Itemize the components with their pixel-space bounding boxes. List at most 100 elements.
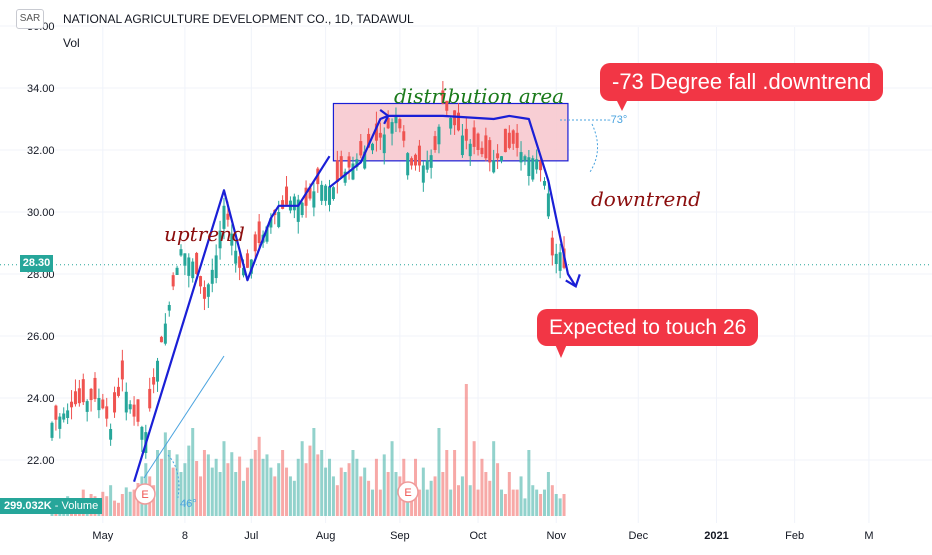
- y-tick-label: 22.00: [27, 455, 55, 467]
- volume-bar: [335, 485, 339, 516]
- candle-body: [214, 255, 218, 279]
- earnings-marker-2[interactable]: E: [397, 481, 419, 503]
- volume-bar: [488, 480, 492, 516]
- candle-body: [85, 401, 89, 412]
- volume-bar: [363, 467, 367, 516]
- candle-body: [50, 422, 54, 438]
- candle-body: [324, 185, 328, 201]
- candle-body: [202, 287, 206, 299]
- volume-bar: [515, 489, 519, 516]
- volume-bar: [183, 463, 187, 516]
- candle-body: [472, 127, 476, 147]
- candle-body: [546, 193, 550, 217]
- candle-body: [410, 158, 414, 166]
- candle-body: [433, 136, 437, 150]
- volume-name: Volume: [61, 500, 99, 512]
- volume-indicator-label[interactable]: Vol: [63, 36, 80, 50]
- candle-body: [73, 391, 77, 405]
- x-tick-label: Oct: [469, 530, 486, 542]
- candle-body: [183, 253, 187, 266]
- candle-body: [488, 140, 492, 163]
- x-tick-label: 2021: [704, 530, 728, 542]
- candle-body: [195, 252, 199, 274]
- volume-bar: [499, 489, 503, 516]
- volume-bar: [496, 463, 500, 516]
- downtrend-arrowhead: [565, 274, 581, 289]
- volume-bar: [199, 476, 203, 516]
- volume-bar: [437, 428, 441, 516]
- candle-body: [136, 399, 140, 422]
- volume-bar: [265, 454, 269, 516]
- candle-body: [70, 401, 74, 408]
- volume-bar: [394, 472, 398, 516]
- candle-body: [484, 135, 488, 159]
- candle-body: [199, 276, 203, 287]
- candle-body: [363, 151, 367, 169]
- trend-lines[interactable]: [133, 109, 581, 483]
- candle-body: [558, 252, 562, 271]
- candle-body: [414, 154, 418, 166]
- volume-bar: [214, 458, 218, 516]
- candle-body: [300, 202, 304, 216]
- uptrend-label[interactable]: uptrend: [164, 222, 245, 246]
- angle-arc-down: [589, 123, 598, 173]
- volume-bar: [539, 494, 543, 516]
- trend-line: [328, 114, 577, 287]
- earnings-marker-1[interactable]: E: [134, 483, 156, 505]
- candle-body: [374, 123, 378, 141]
- candle-body: [226, 213, 230, 220]
- candle-body: [210, 269, 214, 284]
- volume-bar: [152, 485, 156, 516]
- volume-bar: [101, 491, 105, 516]
- fall-callout[interactable]: -73 Degree fall .downtrend: [600, 63, 884, 111]
- volume-bar: [191, 428, 195, 516]
- distribution-area-label[interactable]: distribution area: [394, 84, 565, 108]
- candle-body: [101, 399, 105, 409]
- candle-body: [367, 133, 371, 148]
- volume-bar: [503, 494, 507, 516]
- volume-bar: [253, 450, 257, 516]
- volume-bar: [382, 454, 386, 516]
- candle-body: [257, 221, 261, 243]
- candle-body: [222, 205, 226, 229]
- candle-body: [308, 187, 312, 199]
- volume-bar: [234, 472, 238, 516]
- distribution-arrowhead: [379, 109, 390, 125]
- candle-body: [378, 132, 382, 138]
- candle-body: [97, 398, 101, 411]
- volume-bar: [105, 496, 109, 516]
- volume-bar: [167, 450, 171, 516]
- volume-bar: [429, 480, 433, 516]
- candle-body: [159, 336, 163, 343]
- downtrend-label[interactable]: downtrend: [591, 187, 701, 211]
- volume-bar: [296, 458, 300, 516]
- volume-bar: [441, 472, 445, 516]
- uptrend-channel-line: [143, 355, 225, 479]
- x-tick-label: Sep: [390, 530, 410, 542]
- volume-bar: [245, 467, 249, 516]
- candle-body: [445, 100, 449, 111]
- candle-body: [328, 186, 332, 205]
- volume-bar: [359, 476, 363, 516]
- candle-body: [406, 153, 410, 176]
- earnings-letter: E: [141, 489, 148, 501]
- volume-bar: [261, 458, 265, 516]
- candle-body: [249, 259, 253, 274]
- candle-body: [285, 186, 289, 205]
- candle-body: [554, 253, 558, 264]
- target-callout[interactable]: Expected to touch 26: [537, 309, 759, 358]
- volume-bar: [531, 485, 535, 516]
- currency-badge[interactable]: SAR: [16, 9, 44, 29]
- volume-bar: [249, 458, 253, 516]
- volume-bar: [156, 450, 160, 516]
- candle-body: [105, 406, 109, 419]
- candle-body: [464, 128, 468, 141]
- candle-body: [116, 386, 120, 396]
- volume-bar: [206, 454, 210, 516]
- y-tick-label: 26.00: [27, 331, 55, 343]
- volume-bar: [457, 485, 461, 516]
- x-tick-label: May: [92, 530, 113, 542]
- candle-body: [120, 360, 124, 380]
- volume-bar: [519, 476, 523, 516]
- candle-body: [535, 159, 539, 170]
